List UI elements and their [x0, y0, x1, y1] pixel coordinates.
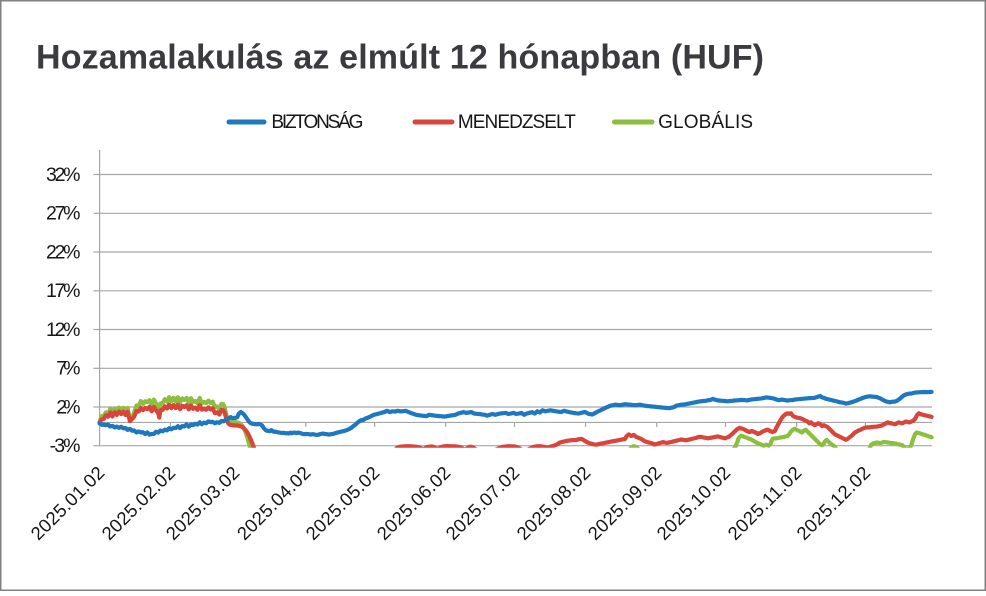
svg-text:MENEDZSELT: MENEDZSELT [458, 112, 576, 133]
svg-text:BIZTONSÁG: BIZTONSÁG [271, 112, 363, 133]
svg-text:7%: 7% [56, 358, 80, 380]
svg-text:2%: 2% [56, 396, 80, 418]
svg-text:17%: 17% [46, 280, 81, 302]
svg-text:GLOBÁLIS: GLOBÁLIS [658, 112, 753, 133]
svg-text:32%: 32% [46, 164, 81, 186]
svg-text:22%: 22% [46, 241, 81, 263]
svg-text:-3%: -3% [50, 435, 81, 457]
svg-text:12%: 12% [46, 319, 81, 341]
svg-text:Hozamalakulás az elmúlt 12 hón: Hozamalakulás az elmúlt 12 hónapban (HUF… [36, 39, 764, 77]
svg-text:27%: 27% [46, 203, 81, 225]
